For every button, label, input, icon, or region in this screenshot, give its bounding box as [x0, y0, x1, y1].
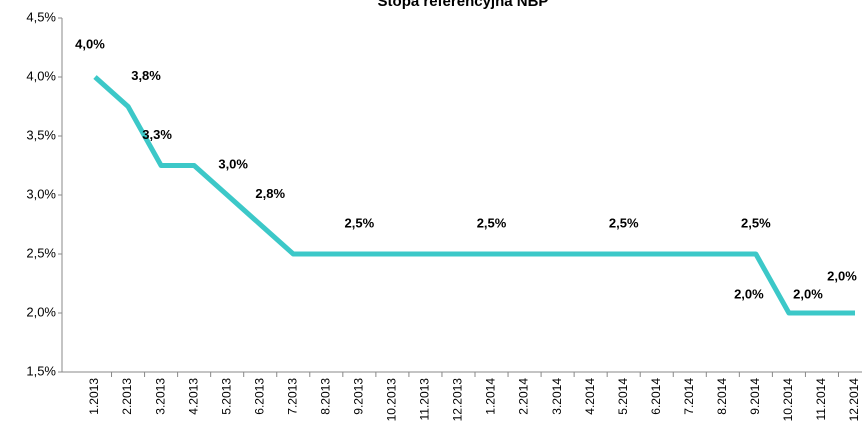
data-label: 3,3% [142, 127, 172, 142]
data-label: 2,0% [793, 286, 823, 301]
x-tick-label: 11.2013 [418, 378, 432, 421]
x-tick-label: 4.2014 [583, 378, 597, 415]
x-tick-label: 3.2014 [550, 378, 564, 415]
x-tick-label: 1.2014 [484, 378, 498, 415]
x-tick-label: 8.2014 [715, 378, 729, 415]
data-label: 4,0% [75, 36, 105, 51]
y-tick-label: 4,0% [26, 68, 56, 83]
x-tick-label: 6.2013 [252, 378, 266, 415]
data-label: 2,5% [345, 215, 375, 230]
data-label: 2,8% [255, 186, 285, 201]
line [93, 75, 855, 316]
x-tick-label: 1.2013 [87, 378, 101, 415]
x-tick-label: 7.2013 [285, 378, 299, 415]
data-label: 2,0% [734, 286, 764, 301]
data-label: 2,5% [741, 215, 771, 230]
x-tick-label: 3.2013 [153, 378, 167, 415]
x-tick-label: 12.2014 [847, 378, 861, 422]
data-label: 2,5% [477, 215, 507, 230]
x-tick-label: 10.2014 [781, 378, 795, 422]
x-tick-label: 9.2014 [748, 378, 762, 415]
x-tick-label: 8.2013 [318, 378, 332, 415]
chart-title: Stopa referencyjna NBP [378, 0, 549, 10]
data-label: 3,8% [131, 68, 161, 83]
x-tick-label: 2.2013 [120, 378, 134, 415]
x-tick-label: 12.2013 [451, 378, 465, 422]
y-tick-label: 1,5% [26, 363, 56, 378]
data-label: 2,5% [609, 215, 639, 230]
y-tick-label: 2,0% [26, 304, 56, 319]
y-tick-label: 3,5% [26, 127, 56, 142]
x-tick-label: 2.2014 [517, 378, 531, 415]
x-tick-label: 4.2013 [186, 378, 200, 415]
data-label: 2,0% [827, 268, 857, 283]
x-tick-label: 9.2013 [352, 378, 366, 415]
y-tick-label: 4,5% [26, 9, 56, 24]
x-tick-label: 10.2013 [385, 378, 399, 422]
y-tick-label: 2,5% [26, 245, 56, 260]
x-tick-label: 6.2014 [649, 378, 663, 415]
y-tick-label: 3,0% [26, 186, 56, 201]
x-tick-label: 11.2014 [814, 378, 828, 421]
x-tick-label: 5.2014 [616, 378, 630, 415]
x-tick-label: 7.2014 [682, 378, 696, 415]
x-tick-label: 5.2013 [219, 378, 233, 415]
data-label: 3,0% [218, 156, 248, 171]
